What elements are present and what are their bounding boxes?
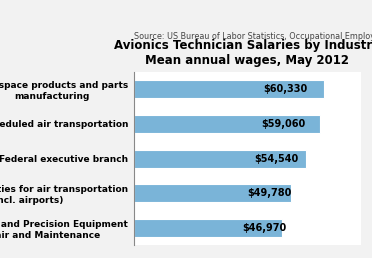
Bar <box>134 184 291 203</box>
Bar <box>134 115 320 133</box>
Text: $49,780: $49,780 <box>247 188 291 198</box>
Title: Avionics Technician Salaries by Industry
Mean annual wages, May 2012: Avionics Technician Salaries by Industry… <box>115 39 372 67</box>
Bar <box>134 80 324 98</box>
Text: $54,540: $54,540 <box>254 154 299 164</box>
Text: $60,330: $60,330 <box>264 84 308 94</box>
Bar <box>134 150 306 168</box>
Text: Source: US Bureau of Labor Statistics, Occupational Employment Statistics: Source: US Bureau of Labor Statistics, O… <box>134 32 372 41</box>
Bar <box>134 219 282 237</box>
Text: $59,060: $59,060 <box>262 119 306 129</box>
Text: $46,970: $46,970 <box>243 223 287 233</box>
